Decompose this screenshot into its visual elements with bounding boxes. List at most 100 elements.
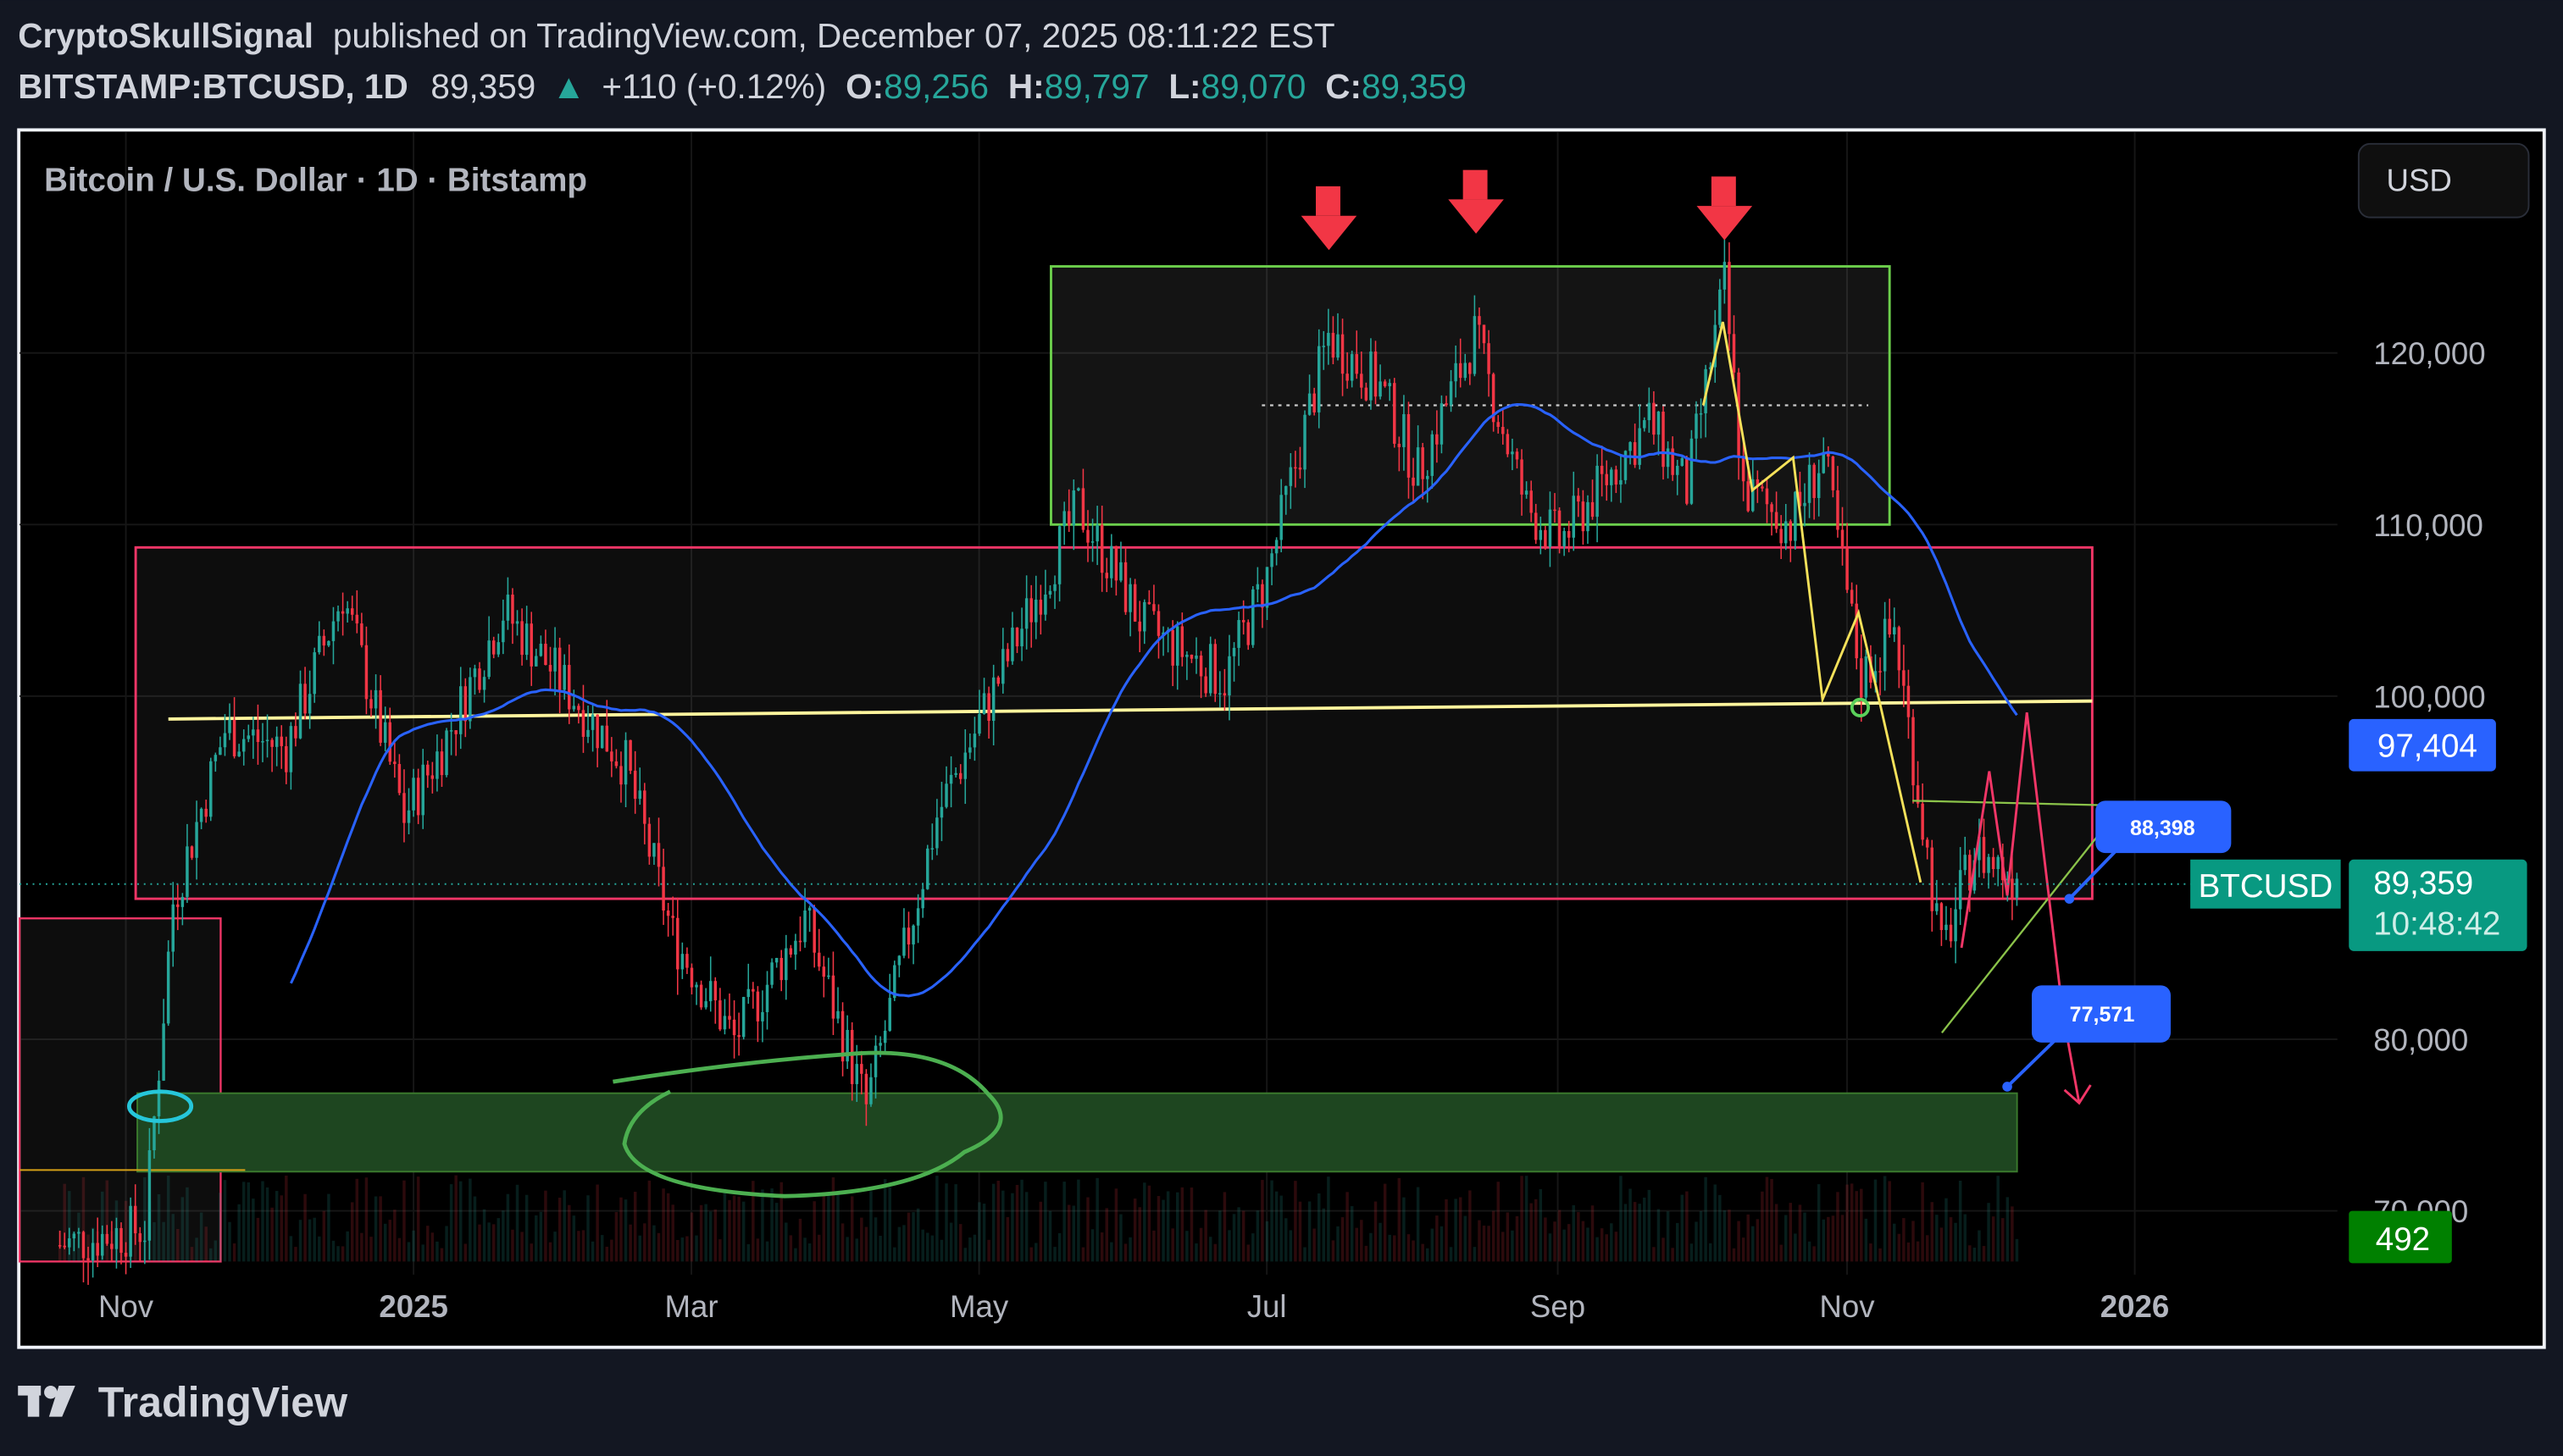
volume-bar [1605, 1234, 1608, 1262]
candle-body [860, 1064, 863, 1074]
volume-bar [1581, 1221, 1585, 1262]
candle-body [454, 730, 458, 734]
volume-bar [1963, 1214, 1967, 1262]
volume-bar [1812, 1246, 1816, 1262]
candle-body [256, 729, 260, 742]
candle-body [963, 752, 968, 779]
candle-body [666, 910, 670, 916]
volume-bar [1695, 1221, 1698, 1262]
support-zone[interactable] [136, 1092, 2018, 1173]
tradingview-brand[interactable]: TradingView [98, 1379, 348, 1426]
candle-body [1345, 374, 1349, 381]
currency-button[interactable] [2357, 142, 2530, 219]
volume-bar [1840, 1215, 1845, 1262]
volume-bar [478, 1224, 481, 1262]
triangle-bottom-line[interactable] [1940, 805, 2123, 1034]
volume-bar [1265, 1221, 1269, 1262]
callout-77571[interactable] [2032, 985, 2171, 1043]
candle-body [1440, 403, 1444, 445]
volume-bar [1162, 1199, 1165, 1262]
volume-bar [1393, 1235, 1396, 1262]
down-arrow-icon [1301, 185, 1357, 251]
left-rectangle[interactable] [18, 917, 222, 1263]
volume-bar [723, 1190, 727, 1262]
candle-body [379, 689, 382, 743]
volume-bar [1491, 1210, 1495, 1262]
volume-bar [473, 1196, 477, 1262]
candle-body [629, 739, 632, 771]
candle-body [949, 774, 953, 784]
candle-body [153, 1116, 156, 1151]
candle-body [1789, 521, 1793, 541]
volume-bar [497, 1218, 501, 1262]
candle-body [1195, 655, 1198, 659]
volume-bar [1138, 1207, 1141, 1262]
volume-bar [223, 1180, 227, 1262]
candle-body [1123, 562, 1128, 612]
candle-body [421, 764, 424, 816]
top-range-rectangle[interactable] [1050, 265, 1891, 526]
high-label: H: [1008, 67, 1045, 106]
candle-body [1011, 627, 1014, 662]
volume-bar [1666, 1211, 1670, 1262]
volume-bar [1831, 1215, 1835, 1262]
tradingview-logo-icon[interactable] [18, 1386, 75, 1417]
volume-bar [1171, 1228, 1174, 1262]
time-axis[interactable]: Nov 2025 Mar May Jul Sep Nov 2026 [98, 1289, 2169, 1324]
volume-bar [1906, 1242, 1911, 1262]
candle-body [1860, 658, 1863, 698]
volume-bar [280, 1195, 283, 1262]
volume-bar [1902, 1218, 1906, 1262]
candle-body [491, 640, 496, 655]
candle-body [1539, 529, 1543, 540]
volume-bar [1044, 1182, 1047, 1262]
volume-bar [1916, 1241, 1920, 1262]
candle-body [397, 764, 402, 794]
volume-bar [1006, 1217, 1010, 1262]
candle-body [770, 962, 774, 985]
candle-body [2005, 878, 2010, 881]
volume-bar [1237, 1207, 1240, 1262]
volume-bar [1685, 1191, 1689, 1262]
moving-average-line[interactable] [290, 402, 2018, 998]
candle-body [1774, 512, 1778, 529]
candle-body [228, 719, 231, 734]
volume-bar [756, 1238, 760, 1262]
volume-bar [1633, 1202, 1637, 1262]
candle-body [982, 693, 986, 714]
volume-bar [666, 1193, 670, 1262]
volume-bar [954, 1184, 957, 1262]
volume-bar [1143, 1182, 1146, 1262]
candle-body [138, 1233, 142, 1243]
candle-body [577, 706, 580, 711]
candle-body [1581, 501, 1585, 532]
author-name[interactable]: CryptoSkullSignal [18, 16, 313, 55]
neckline[interactable] [168, 699, 2093, 721]
candle-body [520, 621, 524, 656]
candle-body [1251, 589, 1255, 645]
candle-body [1223, 693, 1227, 695]
candle-body [945, 783, 948, 807]
candle-body [482, 677, 486, 690]
volume-bar [662, 1188, 665, 1262]
candle-body [1614, 469, 1618, 485]
high-value: 89,797 [1045, 67, 1150, 106]
zigzag-pattern[interactable] [1701, 321, 1922, 883]
volume-bar [973, 1234, 977, 1262]
volume-bar [1077, 1179, 1080, 1262]
volume-bar [1208, 1237, 1212, 1262]
volume-bar [831, 1176, 835, 1262]
candle-body [921, 889, 924, 909]
volume-bar [1836, 1192, 1839, 1262]
candle-body [1511, 451, 1514, 455]
volume-bar [1435, 1215, 1439, 1262]
volume-bar [643, 1223, 646, 1262]
candle-body [1157, 611, 1161, 636]
volume-bar [1958, 1181, 1962, 1262]
candle-body [336, 611, 340, 622]
candle-body [285, 745, 288, 772]
candle-body [1689, 438, 1694, 504]
volume-bar [261, 1181, 264, 1262]
candle-body [1067, 511, 1071, 526]
callout-88398[interactable] [2095, 800, 2232, 854]
